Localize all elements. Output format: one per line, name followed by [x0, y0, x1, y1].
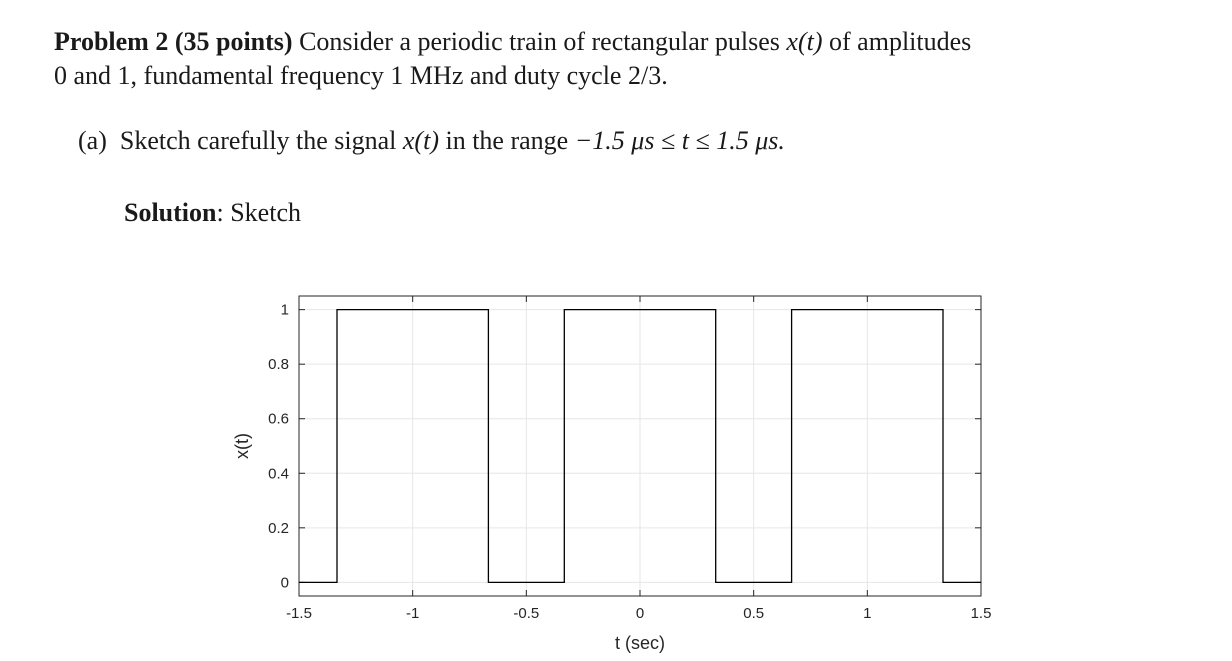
y-tick-label: 1 [281, 302, 289, 319]
part-a-signal: x(t) [402, 126, 439, 155]
problem-text-a: Consider a periodic train of rectangular… [299, 27, 780, 56]
ticks: -1.5 -1 -0.5 0 0.5 1 1.5 0 0.2 0.4 0.6 0.8 1 [268, 296, 991, 622]
problem-heading: Problem 2 (35 points) [54, 27, 293, 56]
solution-text: : Sketch [216, 198, 302, 227]
x-tick-label: 0.5 [743, 605, 764, 622]
y-tick-label: 0 [281, 574, 289, 591]
signal-plot: -1.5 -1 -0.5 0 0.5 1 1.5 0 0.2 0.4 0.6 0.8 1 t (sec)… [232, 295, 991, 653]
y-axis-label: x(t) [232, 433, 252, 459]
problem-text-b: of amplitudes [829, 27, 972, 56]
x-tick-label: -1 [406, 605, 419, 622]
solution-line: Solution: Sketch [124, 196, 301, 230]
x-tick-label: -0.5 [513, 605, 539, 622]
solution-label: Solution [124, 198, 217, 227]
grid-lines [298, 296, 982, 596]
problem-signal: x(t) [786, 27, 823, 56]
y-tick-label: 0.6 [268, 411, 289, 428]
y-tick-label: 0.4 [268, 465, 289, 482]
problem-line-1: Problem 2 (35 points) Consider a periodi… [54, 25, 971, 59]
x-tick-label: 1 [863, 605, 871, 622]
part-a-range: −1.5 μs ≤ t ≤ 1.5 μs. [574, 126, 785, 155]
x-tick-label: 0 [636, 605, 644, 622]
signal-series-line [299, 308, 981, 584]
part-a-label: (a) [78, 126, 107, 155]
y-tick-label: 0.2 [268, 520, 289, 537]
part-a-text-a: Sketch carefully the signal [119, 126, 397, 155]
part-a-text-b: in the range [445, 126, 569, 155]
y-tick-label: 0.8 [268, 356, 289, 373]
part-a-line: (a) Sketch carefully the signal x(t) in … [78, 124, 785, 158]
x-tick-label: 1.5 [971, 605, 992, 622]
x-tick-label: -1.5 [286, 605, 312, 622]
problem-line-2: 0 and 1, fundamental frequency 1 MHz and… [54, 61, 668, 90]
x-axis-label: t (sec) [615, 633, 665, 653]
